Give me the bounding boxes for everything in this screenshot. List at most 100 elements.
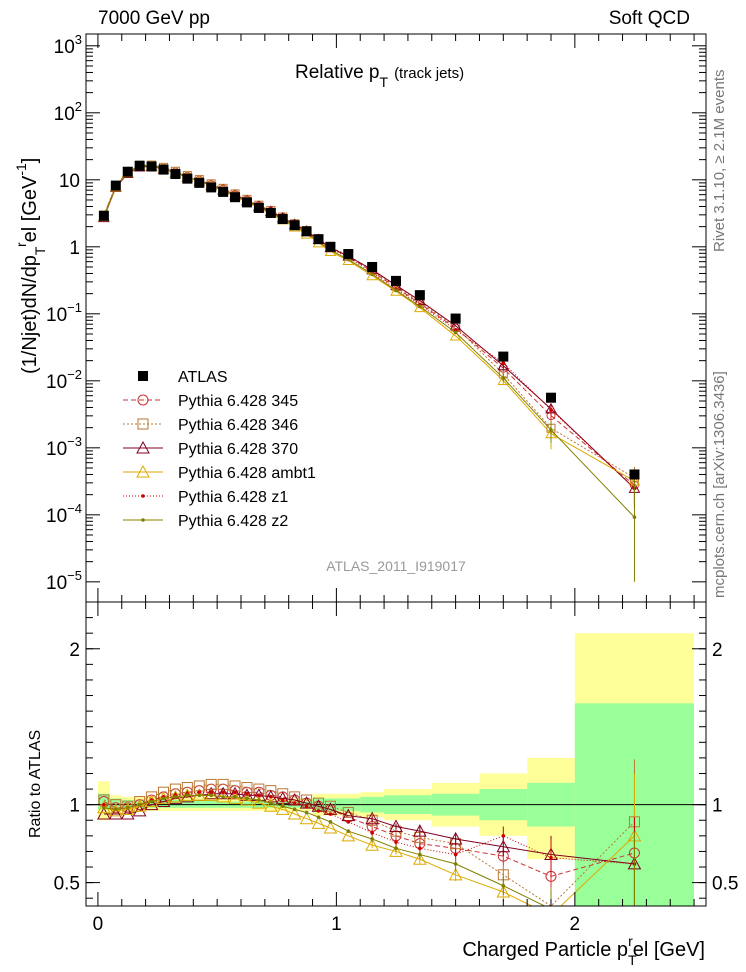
data-point-atlas	[391, 275, 401, 286]
ratio-point-series-4	[304, 804, 309, 809]
ratio-uncertainty-bands	[97, 633, 694, 906]
ratio-point-series-3	[413, 852, 427, 865]
side-label-rivet: Rivet 3.1.10, ≥ 2.1M events	[711, 70, 728, 253]
ratio-point-series-5	[221, 795, 225, 799]
main-point-series-2	[497, 359, 510, 371]
ratio-point-series-5	[370, 837, 374, 841]
y-axis-label-main: (1/Njet)dN/dpTrel [GeV-1]	[13, 158, 48, 374]
legend-marker-3	[136, 464, 150, 478]
data-point-atlas	[301, 226, 312, 237]
legend-label-3: Pythia 6.428 ambt1	[178, 465, 316, 482]
data-point-atlas	[265, 207, 276, 218]
legend-marker-atlas	[138, 371, 148, 381]
data-point-atlas	[230, 192, 241, 203]
ratio-point-series-1	[217, 778, 229, 790]
ratio-line-series-4	[103, 791, 635, 865]
ratio-point-series-2	[204, 786, 219, 800]
ratio-point-series-2	[365, 811, 379, 825]
ratio-point-series-4	[233, 790, 237, 794]
ratio-line-series-1	[103, 783, 635, 906]
ratio-point-series-2	[299, 796, 314, 809]
ratio-point-series-5	[161, 796, 166, 801]
ratio-point-series-3	[448, 867, 463, 881]
ratio-point-series-4	[280, 798, 285, 802]
legend-label-2: Pythia 6.428 370	[178, 441, 298, 458]
main-point-series-5	[370, 272, 374, 277]
data-point-atlas	[170, 169, 181, 180]
ratio-point-series-2	[287, 792, 302, 806]
data-point-atlas	[629, 469, 640, 480]
ratio-point-series-3	[97, 800, 111, 814]
ratio-point-series-3	[341, 828, 356, 842]
energy-label: 7000 GeV pp	[98, 8, 210, 29]
x-tick-label: 2	[570, 914, 581, 935]
ratio-point-series-3	[263, 799, 278, 812]
ratio-point-series-3	[228, 791, 242, 804]
ratio-point-series-3	[323, 821, 338, 834]
main-point-series-3	[413, 301, 426, 313]
ratio-point-series-4	[453, 852, 458, 857]
y-ratio-tick-label-right: 1	[712, 796, 723, 817]
ratio-point-series-2	[389, 819, 403, 832]
ratio-point-series-4	[346, 820, 351, 824]
ratio-point-series-3	[275, 802, 290, 815]
ratio-point-series-4	[328, 812, 333, 816]
ratio-point-series-5	[149, 799, 154, 804]
ratio-point-series-1	[313, 797, 324, 809]
y-ratio-tick-label: 1	[69, 796, 80, 817]
data-point-atlas	[450, 313, 461, 324]
legend-label-4: Pythia 6.428 z1	[178, 489, 288, 506]
ratio-point-series-4	[418, 846, 422, 851]
main-point-series-5	[453, 330, 458, 335]
ratio-point-series-4	[209, 790, 213, 794]
data-point-atlas	[253, 202, 264, 213]
ratio-point-series-2	[496, 839, 511, 853]
y-main-tick-label: 10−3	[46, 434, 82, 460]
main-point-series-3	[366, 269, 379, 281]
ratio-point-series-3	[389, 844, 403, 857]
ratio-point-series-5	[197, 793, 202, 798]
main-point-series-5	[501, 376, 506, 380]
ratio-point-series-2	[413, 824, 427, 837]
ratio-point-series-5	[280, 804, 285, 809]
ratio-point-series-5	[245, 796, 249, 801]
y-axis-label-ratio: Ratio to ATLAS	[27, 730, 44, 838]
main-line-series-2	[103, 165, 635, 489]
ratio-point-series-4	[102, 802, 106, 807]
ratio-point-series-5	[233, 795, 237, 799]
main-line-series-1	[103, 164, 635, 479]
ratio-line-series-0	[103, 788, 635, 877]
ratio-point-series-3	[287, 806, 302, 820]
ratio-point-series-2	[97, 806, 111, 820]
ratio-point-series-5	[114, 807, 118, 812]
y-main-tick-label: 10−1	[46, 300, 82, 326]
ratio-point-series-5	[269, 801, 273, 805]
ratio-point-series-2	[156, 794, 171, 808]
x-tick-label: 1	[331, 914, 342, 935]
data-point-atlas	[122, 166, 133, 177]
ratio-line-series-5	[103, 794, 546, 906]
y-main-tick-label: 10	[59, 171, 80, 192]
ratio-point-series-5	[346, 829, 351, 833]
ratio-point-series-5	[185, 793, 190, 798]
ratio-point-series-2	[132, 803, 147, 817]
panel-title: Relative pT (track jets)	[295, 62, 464, 90]
ratio-point-series-5	[102, 805, 106, 810]
ratio-point-series-4	[316, 809, 321, 813]
ratio-point-series-4	[292, 801, 297, 805]
main-line-series-5	[103, 165, 635, 518]
data-point-atlas	[182, 173, 193, 184]
legend: ATLAS Pythia 6.428 345 Pythia 6.428 346 Pyt…	[123, 369, 316, 530]
data-point-atlas	[158, 164, 169, 175]
y-ratio-tick-label-right: 0.5	[712, 874, 738, 895]
analysis-id: ATLAS_2011_I919017	[326, 558, 466, 574]
ratio-point-series-4	[221, 790, 225, 794]
side-label-mcplots: mcplots.cern.ch [arXiv:1306.3436]	[711, 371, 728, 598]
ratio-point-series-3	[299, 811, 314, 825]
ratio-point-series-5	[292, 807, 297, 812]
data-point-atlas	[110, 180, 121, 191]
ratio-point-series-2	[448, 831, 463, 845]
ratio-point-series-3	[311, 816, 326, 829]
ratio-point-series-5	[328, 820, 333, 824]
main-point-series-3	[342, 254, 355, 266]
